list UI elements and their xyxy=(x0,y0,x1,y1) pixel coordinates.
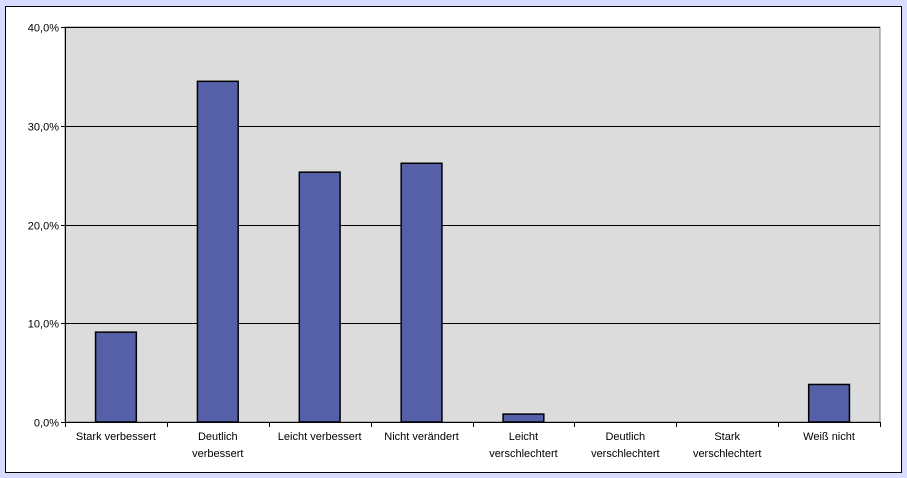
x-category-label: Leicht verschlechtert xyxy=(489,431,557,460)
x-category-label: Leicht verbessert xyxy=(278,431,362,443)
bar xyxy=(502,413,545,423)
y-tick-label: 0,0% xyxy=(34,418,59,430)
axes xyxy=(61,27,881,427)
y-tick-labels: 0,0% 10,0% 20,0% 30,0% 40,0% xyxy=(28,23,59,430)
y-tick-label: 40,0% xyxy=(28,23,59,35)
bar xyxy=(196,80,239,423)
x-category-label: Weiß nicht xyxy=(803,431,855,443)
bar-chart: 0,0% 10,0% 20,0% 30,0% 40,0% Stark verbesser… xyxy=(28,23,881,460)
y-tick-label: 20,0% xyxy=(28,221,59,233)
plot-area xyxy=(64,26,881,423)
x-category-label: Deutlich verschlechtert xyxy=(591,431,659,460)
x-category-labels: Stark verbessert Deutlich verbessert Leicht… xyxy=(76,431,855,460)
bar xyxy=(807,383,851,423)
bar xyxy=(94,331,138,423)
y-tick-label: 10,0% xyxy=(28,319,59,331)
bar xyxy=(298,171,341,423)
x-category-label: Stark verbessert xyxy=(76,431,156,443)
x-category-label: Nicht verändert xyxy=(384,431,459,443)
chart-frame: 0,0% 10,0% 20,0% 30,0% 40,0% Stark verbesser… xyxy=(5,6,902,473)
x-category-label: Stark verschlechtert xyxy=(693,431,761,460)
bar xyxy=(400,162,443,423)
x-category-label: Deutlich verbessert xyxy=(192,431,243,460)
y-tick-label: 30,0% xyxy=(28,122,59,134)
